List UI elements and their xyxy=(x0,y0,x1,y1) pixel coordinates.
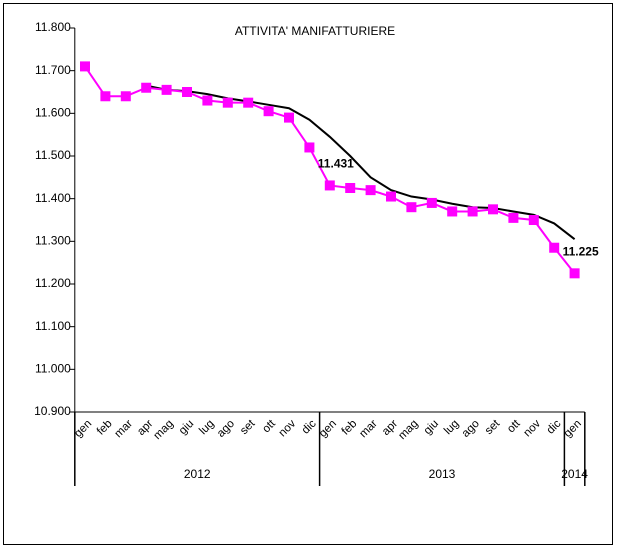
y-tick-label: 11.800 xyxy=(35,20,71,34)
year-label: 2012 xyxy=(184,467,211,481)
marker xyxy=(386,191,396,202)
marker xyxy=(161,84,172,95)
marker xyxy=(243,97,254,108)
frame xyxy=(3,3,613,545)
marker xyxy=(182,87,192,97)
year-label: 2014 xyxy=(561,467,588,481)
y-tick-label: 11.300 xyxy=(35,234,71,248)
marker xyxy=(345,183,356,193)
y-tick-label: 10.900 xyxy=(34,404,71,418)
marker xyxy=(447,206,458,217)
marker xyxy=(467,206,478,217)
marker xyxy=(549,242,560,253)
marker xyxy=(100,91,111,102)
y-tick-label: 11.700 xyxy=(35,63,71,77)
marker xyxy=(304,142,315,153)
marker xyxy=(426,197,437,208)
value-label: 11.225 xyxy=(563,245,599,259)
series-line xyxy=(145,84,576,240)
y-tick-label: 11.500 xyxy=(35,148,71,162)
marker xyxy=(508,212,519,223)
y-tick-label: 11.200 xyxy=(35,276,71,290)
chart-title: ATTIVITA' MANIFATTURIERE xyxy=(235,24,395,38)
marker xyxy=(263,106,274,117)
marker xyxy=(528,215,539,225)
marker xyxy=(202,95,213,106)
year-label: 2013 xyxy=(429,467,456,481)
marker xyxy=(222,97,233,108)
marker xyxy=(120,91,131,102)
y-tick-label: 11.400 xyxy=(35,191,71,205)
marker xyxy=(406,202,417,213)
marker xyxy=(488,204,498,215)
marker xyxy=(80,61,90,72)
y-tick-label: 11.100 xyxy=(35,319,71,333)
marker xyxy=(284,112,294,123)
marker xyxy=(141,82,152,93)
marker xyxy=(324,180,335,191)
y-tick-label: 11.000 xyxy=(35,362,71,376)
y-tick-label: 11.600 xyxy=(35,106,71,120)
value-label: 11.431 xyxy=(318,157,354,171)
marker xyxy=(569,268,580,279)
marker xyxy=(365,185,376,196)
